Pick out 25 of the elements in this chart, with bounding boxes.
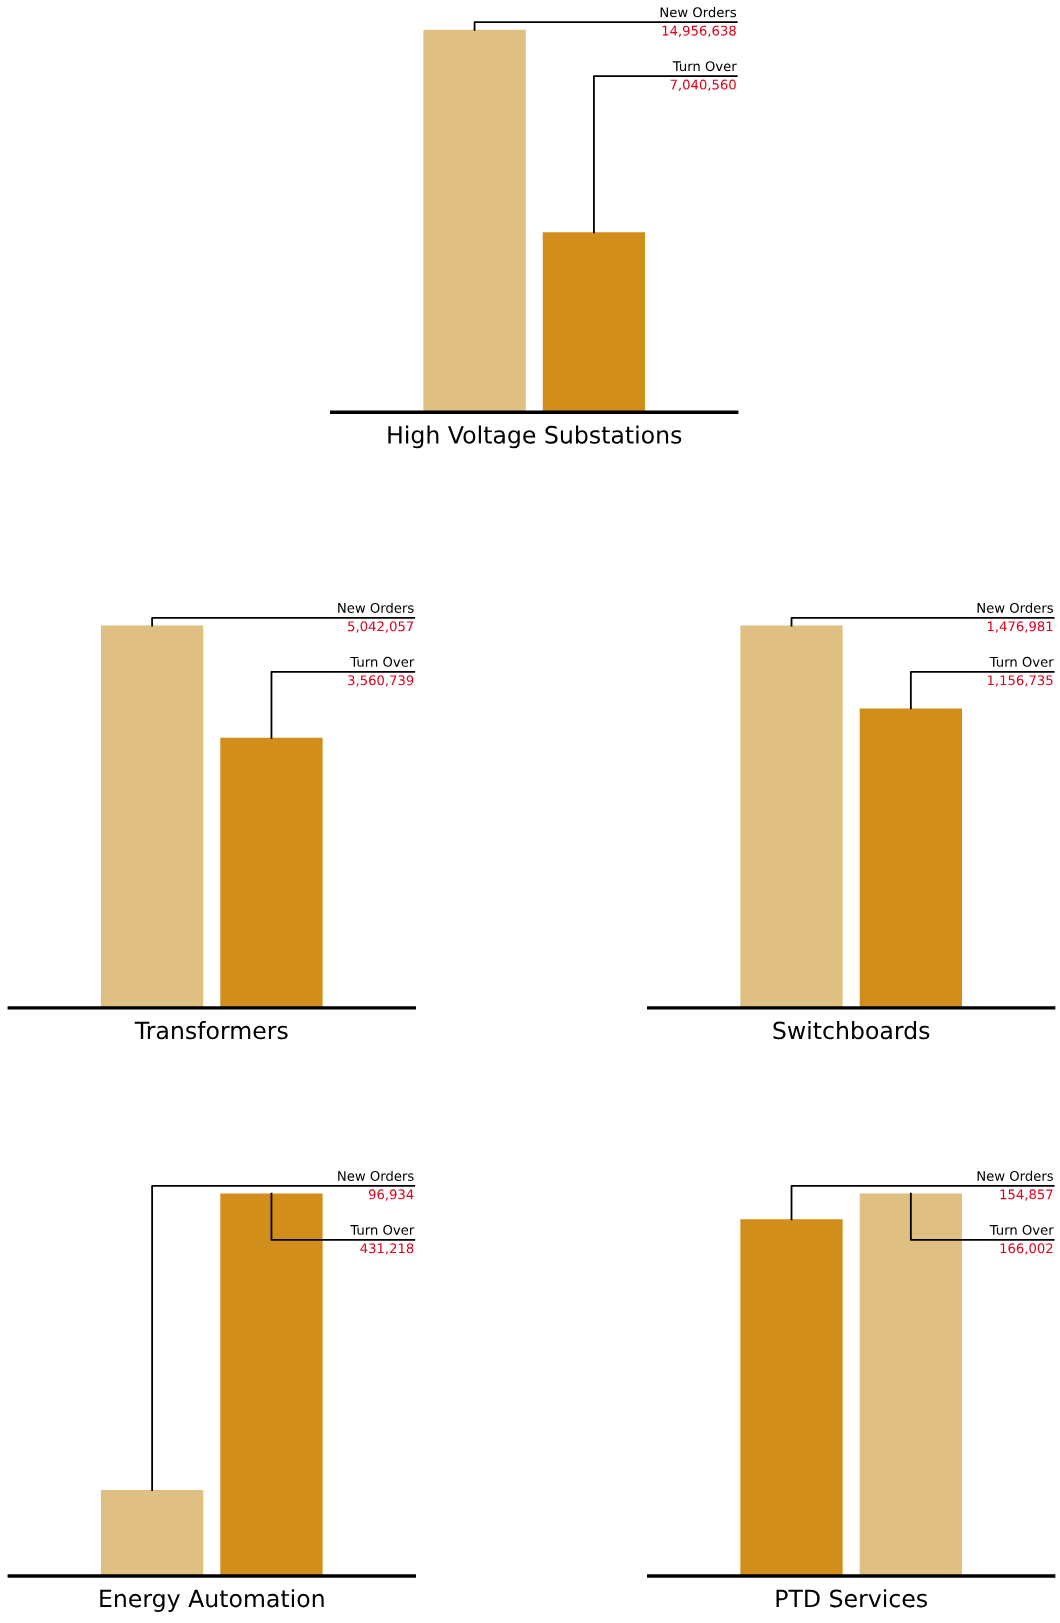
- data-label: 431,218: [360, 1243, 414, 1255]
- text: New Orders: [338, 602, 414, 613]
- text: New Orders: [977, 1170, 1053, 1181]
- data-label: 1,476,981: [987, 621, 1053, 633]
- text: New Orders: [660, 7, 737, 18]
- text: New Orders: [977, 602, 1053, 613]
- x-axis-title: Switchboards: [773, 1021, 930, 1040]
- data-label: 5,042,057: [348, 621, 414, 633]
- data-label: 96,934: [368, 1189, 414, 1201]
- text: Turn Over: [989, 1224, 1054, 1235]
- text: Turn Over: [350, 656, 415, 667]
- text: Turn Over: [989, 656, 1054, 667]
- x-axis-title: Energy Automation: [100, 1589, 324, 1612]
- x-axis-title: Transformers: [134, 1021, 288, 1040]
- x-axis-title: High Voltage Substations: [388, 425, 682, 449]
- x-axis-title: PTD Services: [776, 1589, 927, 1608]
- text: Turn Over: [672, 61, 737, 72]
- data-label: 14,956,638: [662, 25, 736, 37]
- text: New Orders: [338, 1170, 414, 1181]
- data-label: 154,857: [1000, 1189, 1053, 1201]
- text: Turn Over: [350, 1224, 415, 1235]
- data-label: 7,040,560: [670, 79, 736, 91]
- data-label: 1,156,735: [987, 675, 1053, 687]
- data-label: 166,002: [1000, 1243, 1053, 1255]
- data-label: 3,560,739: [348, 675, 414, 687]
